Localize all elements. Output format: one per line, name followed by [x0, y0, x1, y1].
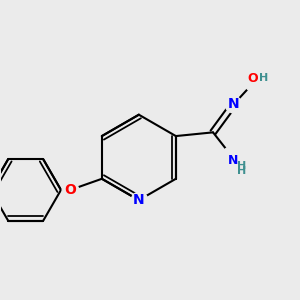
Text: N: N [228, 98, 239, 112]
Text: N: N [228, 154, 239, 167]
Text: H: H [237, 167, 246, 176]
Text: O: O [64, 183, 76, 197]
Text: H: H [237, 161, 246, 171]
Text: N: N [133, 193, 145, 207]
Text: H: H [259, 74, 268, 83]
Text: O: O [248, 72, 258, 85]
